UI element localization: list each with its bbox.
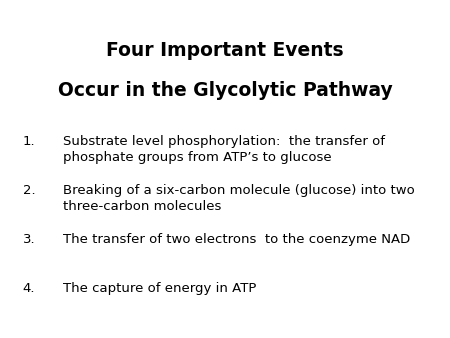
Text: Four Important Events: Four Important Events <box>106 41 344 59</box>
Text: The transfer of two electrons  to the coenzyme NAD: The transfer of two electrons to the coe… <box>63 233 410 246</box>
Text: 2.: 2. <box>22 184 35 197</box>
Text: Breaking of a six-carbon molecule (glucose) into two
three-carbon molecules: Breaking of a six-carbon molecule (gluco… <box>63 184 415 213</box>
Text: 4.: 4. <box>22 282 35 295</box>
Text: 3.: 3. <box>22 233 35 246</box>
Text: The capture of energy in ATP: The capture of energy in ATP <box>63 282 256 295</box>
Text: Occur in the Glycolytic Pathway: Occur in the Glycolytic Pathway <box>58 81 392 100</box>
Text: 1.: 1. <box>22 135 35 148</box>
Text: Substrate level phosphorylation:  the transfer of
phosphate groups from ATP’s to: Substrate level phosphorylation: the tra… <box>63 135 385 164</box>
